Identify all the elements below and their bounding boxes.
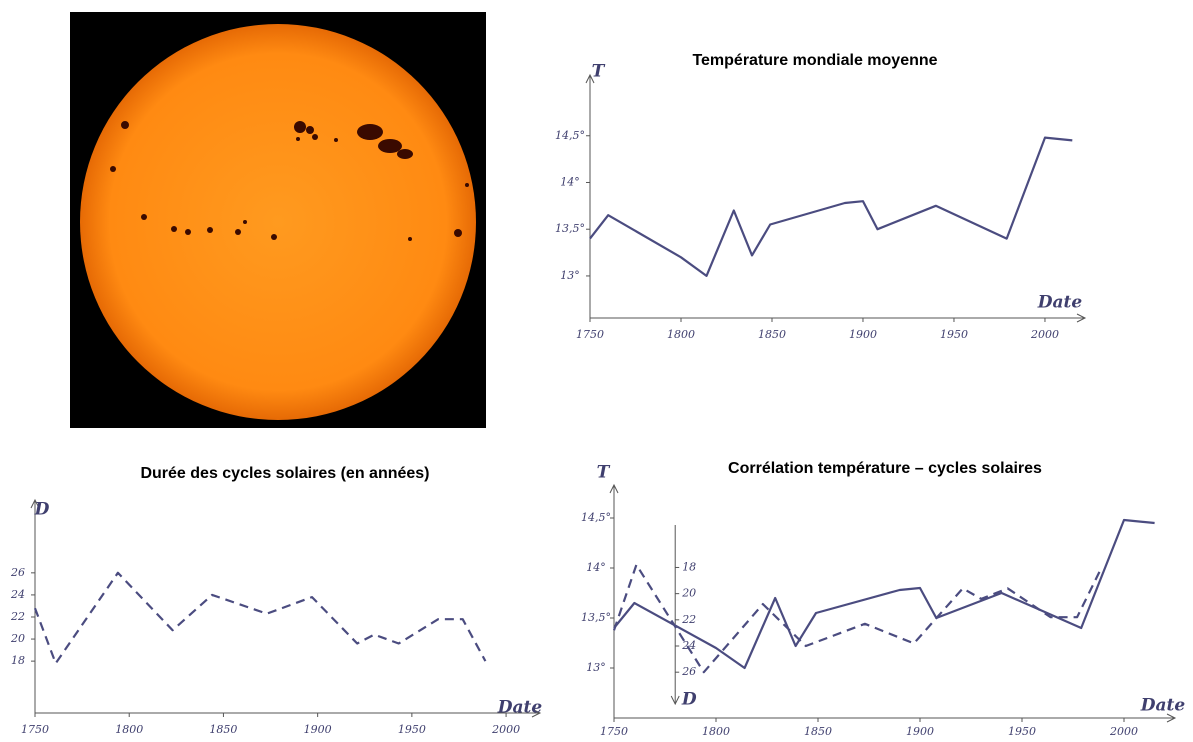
x-axis-arrow <box>1076 313 1087 323</box>
y-tick-label: 13,5° <box>555 222 585 235</box>
data-line <box>33 571 487 665</box>
y-axis-arrow <box>585 73 595 84</box>
x-axis-label: Date <box>1140 696 1186 716</box>
y2-axis-label: D <box>681 690 697 710</box>
x-tick-label: 1950 <box>398 723 426 736</box>
x-tick-label: 1900 <box>906 725 934 738</box>
x-axis-arrow <box>1166 713 1177 723</box>
y-axis-label: T <box>592 62 606 82</box>
sun-photo <box>70 12 486 428</box>
x-tick-label: 2000 <box>1109 725 1138 738</box>
y-tick-label: 26 <box>10 566 25 579</box>
x-tick-label: 1850 <box>804 725 832 738</box>
y-tick-label: 13° <box>586 661 606 674</box>
x-tick-label: 1750 <box>576 328 604 341</box>
chart-title: Température mondiale moyenne <box>692 52 938 69</box>
x-axis-arrow <box>531 708 542 718</box>
y2-tick-label: 26 <box>681 665 696 678</box>
x-tick-label: 1800 <box>702 725 730 738</box>
y-tick-label: 24 <box>10 588 25 601</box>
x-tick-label: 1950 <box>940 328 968 341</box>
x-tick-label: 1900 <box>849 328 877 341</box>
y-axis-arrow <box>609 483 619 494</box>
x-tick-label: 1850 <box>758 328 786 341</box>
y2-tick-label: 24 <box>681 639 696 652</box>
x-tick-label: 1800 <box>667 328 695 341</box>
x-tick-label: 1850 <box>209 723 237 736</box>
y-tick-label: 20 <box>10 632 25 645</box>
y-axis-label: T <box>597 463 611 483</box>
chart-title: Corrélation température – cycles solaire… <box>728 460 1042 477</box>
y-tick-label: 14° <box>586 561 606 574</box>
x-tick-label: 2000 <box>1030 328 1059 341</box>
data-line <box>613 518 1155 670</box>
y-tick-label: 14° <box>560 175 580 188</box>
y-tick-label: 22 <box>10 610 25 623</box>
y-axis-label: D <box>34 500 50 520</box>
x-tick-label: 1750 <box>21 723 49 736</box>
data-line <box>589 136 1073 277</box>
x-tick-label: 1900 <box>304 723 332 736</box>
y-tick-label: 14,5° <box>555 129 585 142</box>
y2-axis-arrow <box>670 695 680 706</box>
y-tick-label: 14,5° <box>581 511 611 524</box>
y-tick-label: 13° <box>560 269 580 282</box>
sun-image <box>80 24 476 420</box>
x-tick-label: 1800 <box>115 723 143 736</box>
x-tick-label: 2000 <box>491 723 520 736</box>
x-axis-label: Date <box>1037 293 1083 313</box>
y2-tick-label: 22 <box>681 613 696 626</box>
y-tick-label: 18 <box>11 654 25 667</box>
y2-tick-label: 18 <box>682 560 696 573</box>
data-line <box>612 563 1103 674</box>
x-tick-label: 1750 <box>600 725 628 738</box>
y2-tick-label: 20 <box>681 587 696 600</box>
x-tick-label: 1950 <box>1008 725 1036 738</box>
x-axis-label: Date <box>497 698 543 718</box>
y-tick-label: 13,5° <box>581 611 611 624</box>
y-axis-arrow <box>30 498 40 509</box>
chart-title: Durée des cycles solaires (en années) <box>140 465 430 482</box>
